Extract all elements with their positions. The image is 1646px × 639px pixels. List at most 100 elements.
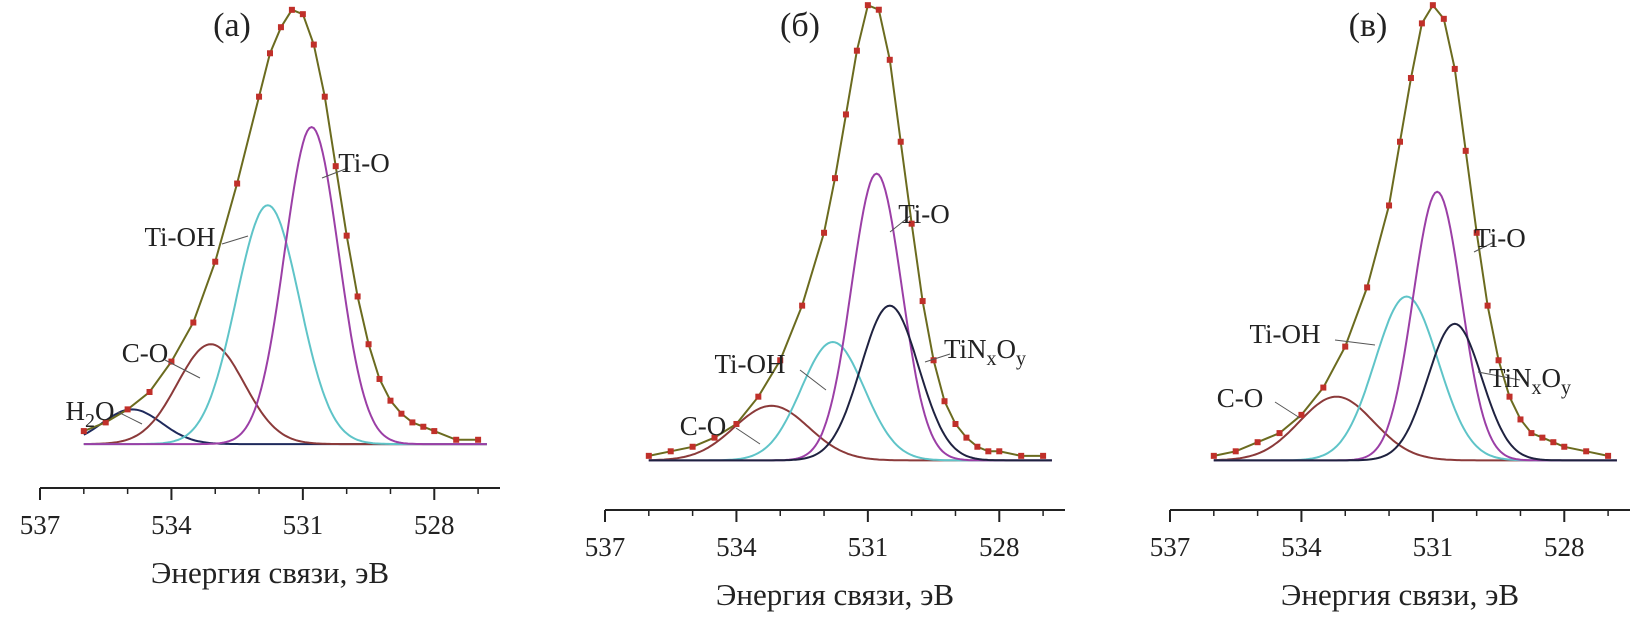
annotation-tinxoy: TiNxOy	[944, 334, 1026, 370]
data-point	[354, 293, 361, 300]
data-point	[1473, 229, 1480, 236]
data-point	[755, 393, 762, 400]
data-point	[1495, 357, 1502, 364]
data-point	[941, 398, 948, 405]
data-point	[431, 428, 438, 435]
data-point	[1440, 15, 1447, 22]
envelope-curve	[648, 3, 1044, 457]
data-point	[1550, 439, 1557, 446]
data-point	[256, 93, 263, 100]
annotation-leader	[221, 235, 249, 245]
data-point	[1418, 20, 1425, 27]
data-point	[897, 138, 904, 145]
panel-label: (в)	[1349, 7, 1388, 44]
data-point	[168, 358, 175, 365]
component-curve-tinxoy	[1213, 322, 1617, 462]
annotation-c-o: C-O	[122, 338, 169, 368]
annotation-leader	[321, 167, 349, 179]
data-point	[124, 406, 131, 413]
data-point	[985, 448, 992, 455]
data-point	[711, 434, 718, 441]
data-point	[310, 41, 317, 48]
data-point	[80, 428, 87, 435]
annotation-ti-oh: Ti-OH	[144, 222, 215, 252]
data-point	[365, 341, 372, 348]
data-point	[1276, 430, 1283, 437]
data-point	[821, 229, 828, 236]
data-point	[919, 298, 926, 305]
x-tick-label: 528	[979, 532, 1020, 562]
data-point	[453, 436, 460, 443]
component-curve-c-o	[1213, 395, 1617, 462]
data-point	[1298, 411, 1305, 418]
data-point	[190, 319, 197, 326]
data-point	[963, 434, 970, 441]
panel-label: (а)	[213, 7, 251, 44]
annotation-c-o: C-O	[680, 411, 727, 441]
x-tick-label: 531	[283, 510, 324, 540]
data-point	[475, 436, 482, 443]
annotation-h2o: H2O	[66, 396, 115, 432]
annotation-leader	[1477, 371, 1521, 381]
data-point	[886, 56, 893, 63]
data-point	[234, 180, 241, 187]
data-point	[832, 175, 838, 182]
x-tick-label: 531	[848, 532, 889, 562]
x-axis-label: Энергия связи, эВ	[151, 555, 389, 590]
data-point	[1583, 448, 1590, 455]
x-tick-label: 534	[151, 510, 192, 540]
panel-3: 537 534 531 528 Энергия связи, эВ (в) Ti-O Ti-O…	[1150, 2, 1630, 612]
data-point	[1232, 448, 1239, 455]
component-curve-ti-o	[83, 126, 487, 446]
data-point	[387, 397, 394, 404]
data-point	[1429, 2, 1436, 9]
annotation-ti-o: Ti-O	[338, 148, 390, 178]
data-point	[332, 163, 339, 170]
data-point	[777, 357, 784, 364]
annotation-leader	[1334, 339, 1376, 346]
data-point	[853, 47, 860, 54]
annotation-leader	[1274, 401, 1301, 419]
data-point	[398, 410, 405, 417]
data-point	[1462, 147, 1469, 154]
data-point	[299, 11, 306, 18]
data-point	[1210, 452, 1217, 459]
data-point	[267, 50, 273, 57]
data-point	[277, 24, 284, 31]
x-tick-label: 537	[20, 510, 61, 540]
data-point	[667, 448, 674, 455]
annotation-leader	[735, 427, 761, 445]
data-point	[996, 448, 1003, 455]
panel-2: 537 534 531 528 Энергия связи, эВ (б) Ti-O Ti-O…	[585, 2, 1065, 612]
annotation-tinxoy: TiNxOy	[1489, 363, 1571, 399]
data-point	[1517, 416, 1524, 423]
data-point	[930, 357, 937, 364]
data-point	[1539, 434, 1546, 441]
x-axis-label: Энергия связи, эВ	[1281, 577, 1519, 612]
data-point	[1342, 343, 1349, 350]
data-point	[875, 6, 882, 13]
data-point	[842, 111, 849, 118]
x-tick-label: 537	[585, 532, 626, 562]
data-point	[420, 423, 427, 430]
x-tick-label: 528	[1544, 532, 1585, 562]
annotation-leader	[164, 359, 201, 379]
component-curve-h2o	[83, 408, 487, 446]
data-point	[1605, 452, 1612, 459]
data-point	[908, 220, 915, 227]
x-tick-label: 534	[716, 532, 757, 562]
annotation-ti-oh: Ti-OH	[1249, 319, 1320, 349]
data-point	[1484, 302, 1491, 309]
data-point	[1320, 384, 1327, 391]
x-axis-label: Энергия связи, эВ	[716, 577, 954, 612]
panel-1: 537 534 531 528 Энергия связи, эВ (а) Ti-O Ti-O…	[20, 6, 500, 590]
data-point	[1451, 65, 1458, 72]
x-tick-label: 528	[414, 510, 455, 540]
data-point	[409, 419, 416, 426]
data-point	[1386, 202, 1393, 209]
annotation-leader	[117, 411, 143, 425]
data-point	[1561, 443, 1568, 450]
data-point	[952, 420, 959, 427]
data-point	[288, 6, 295, 13]
